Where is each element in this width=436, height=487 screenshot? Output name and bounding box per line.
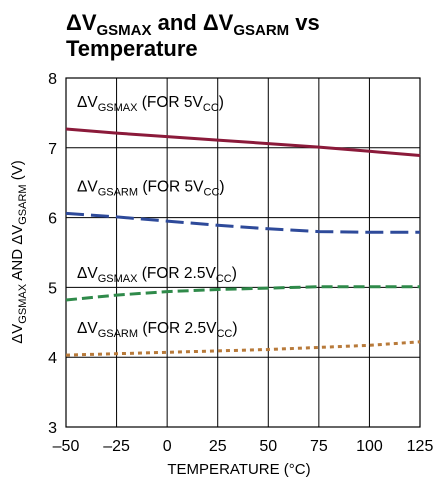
series-label-2: ΔVGSARM (FOR 5VCC) [77, 178, 225, 198]
x-axis-label: TEMPERATURE (°C) [167, 461, 310, 478]
x-tick-label: 125 [407, 438, 434, 455]
x-tick-label: 0 [163, 438, 172, 455]
x-tick-label: –25 [103, 438, 130, 455]
series-line-4 [65, 340, 421, 357]
y-tick-labels: 3 4 5 6 7 8 [48, 71, 57, 437]
y-tick-label: 5 [48, 280, 57, 297]
y-tick-label: 7 [48, 141, 57, 158]
x-tick-label: –50 [53, 438, 80, 455]
y-tick-label: 6 [48, 211, 57, 228]
x-tick-labels: –50 –25 0 25 50 75 100 125 [53, 438, 434, 455]
x-tick-label: 75 [310, 438, 328, 455]
y-tick-label: 4 [48, 350, 57, 367]
series-labels: ΔVGSMAX (FOR 5VCC) ΔVGSARM (FOR 5VCC) ΔVGS… [77, 94, 238, 340]
series-lines [65, 127, 421, 357]
y-tick-label: 3 [48, 420, 57, 437]
series-line-3 [65, 285, 420, 302]
x-tick-label: 50 [259, 438, 277, 455]
x-tick-label: 100 [356, 438, 383, 455]
series-label-4: ΔVGSARM (FOR 2.5VCC) [77, 320, 238, 340]
series-line-2 [65, 211, 420, 234]
series-label-3: ΔVGSMAX (FOR 2.5VCC) [77, 265, 237, 285]
chart-title-line2: Temperature [66, 36, 198, 61]
y-tick-label: 8 [48, 71, 57, 88]
x-tick-label: 25 [209, 438, 227, 455]
series-label-1: ΔVGSMAX (FOR 5VCC) [77, 94, 224, 114]
plot-grid [65, 77, 421, 428]
plot-frame [65, 77, 421, 428]
y-axis-label: ΔVGSMAX AND ΔVGSARM (V) [9, 160, 29, 343]
chart-title-line1: ΔVGSMAX and ΔVGSARM vs [66, 10, 320, 39]
series-line-1 [65, 127, 421, 157]
